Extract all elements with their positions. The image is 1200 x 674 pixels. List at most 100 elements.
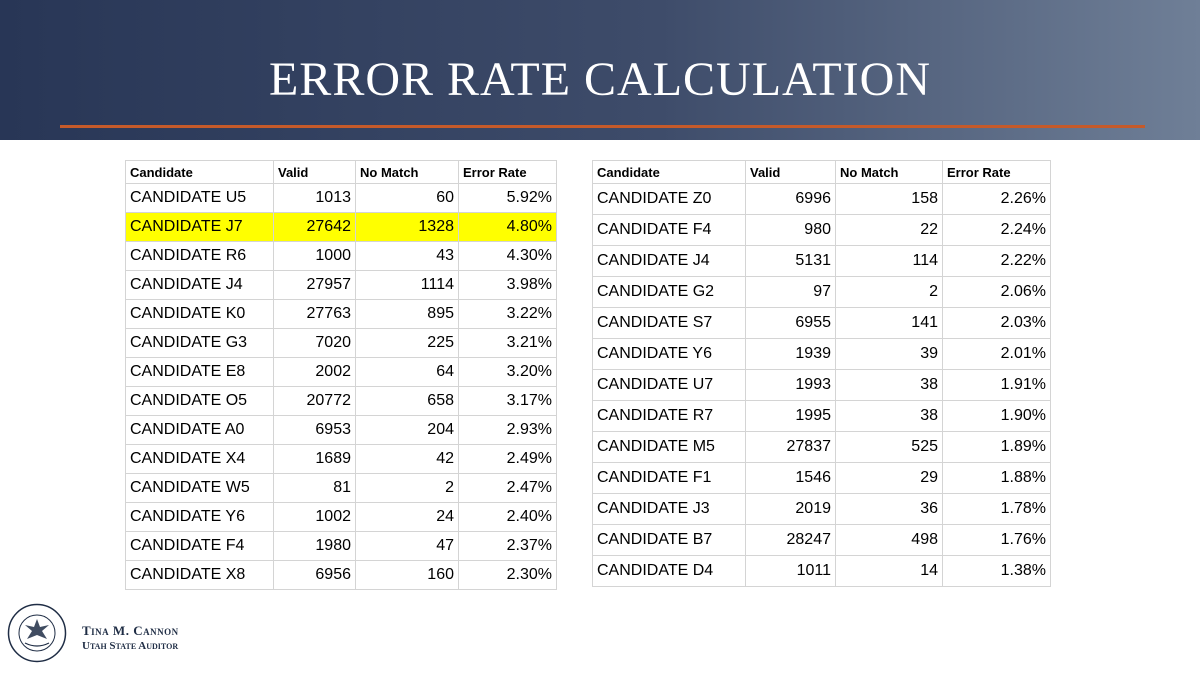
- table-row: CANDIDATE M5 27837 525 1.89%: [592, 431, 1051, 463]
- valid-cell: 7020: [273, 328, 356, 358]
- table-row: CANDIDATE W5 81 2 2.47%: [125, 473, 557, 503]
- error-rate-cell: 3.98%: [458, 270, 557, 300]
- error-rate-cell: 2.24%: [942, 214, 1051, 246]
- no-match-cell: 47: [355, 531, 459, 561]
- table-row: CANDIDATE K0 27763 895 3.22%: [125, 299, 557, 329]
- candidate-cell: CANDIDATE W5: [125, 473, 274, 503]
- valid-cell: 1000: [273, 241, 356, 271]
- auditor-name: Tina M. Cannon: [82, 623, 179, 638]
- table-row: CANDIDATE Y6 1939 39 2.01%: [592, 338, 1051, 370]
- table-row: CANDIDATE F4 1980 47 2.37%: [125, 531, 557, 561]
- error-rate-cell: 2.37%: [458, 531, 557, 561]
- table-row: CANDIDATE U5 1013 60 5.92%: [125, 183, 557, 213]
- error-rate-cell: 3.22%: [458, 299, 557, 329]
- right-error-rate-table: Candidate Valid No Match Error Rate CAND…: [592, 160, 1051, 587]
- accent-rule: [60, 125, 1145, 128]
- candidate-cell: CANDIDATE J4: [125, 270, 274, 300]
- no-match-cell: 43: [355, 241, 459, 271]
- candidate-cell: CANDIDATE G3: [125, 328, 274, 358]
- error-rate-cell: 1.91%: [942, 369, 1051, 401]
- header-valid: Valid: [745, 160, 836, 184]
- candidate-cell: CANDIDATE Y6: [592, 338, 746, 370]
- no-match-cell: 22: [835, 214, 943, 246]
- error-rate-cell: 4.30%: [458, 241, 557, 271]
- header-error-rate: Error Rate: [458, 160, 557, 184]
- no-match-cell: 225: [355, 328, 459, 358]
- no-match-cell: 1114: [355, 270, 459, 300]
- no-match-cell: 525: [835, 431, 943, 463]
- table-header-row: Candidate Valid No Match Error Rate: [125, 160, 557, 184]
- candidate-cell: CANDIDATE X8: [125, 560, 274, 590]
- table-row: CANDIDATE G3 7020 225 3.21%: [125, 328, 557, 358]
- candidate-cell: CANDIDATE J3: [592, 493, 746, 525]
- table-row: CANDIDATE A0 6953 204 2.93%: [125, 415, 557, 445]
- candidate-cell: CANDIDATE F4: [592, 214, 746, 246]
- no-match-cell: 38: [835, 400, 943, 432]
- error-rate-cell: 1.88%: [942, 462, 1051, 494]
- no-match-cell: 38: [835, 369, 943, 401]
- table-row: CANDIDATE B7 28247 498 1.76%: [592, 524, 1051, 556]
- no-match-cell: 114: [835, 245, 943, 277]
- valid-cell: 27642: [273, 212, 356, 242]
- table-row: CANDIDATE R7 1995 38 1.90%: [592, 400, 1051, 432]
- candidate-cell: CANDIDATE D4: [592, 555, 746, 587]
- valid-cell: 6953: [273, 415, 356, 445]
- valid-cell: 2019: [745, 493, 836, 525]
- valid-cell: 81: [273, 473, 356, 503]
- error-rate-cell: 5.92%: [458, 183, 557, 213]
- table-row: CANDIDATE X4 1689 42 2.49%: [125, 444, 557, 474]
- valid-cell: 1995: [745, 400, 836, 432]
- candidate-cell: CANDIDATE J4: [592, 245, 746, 277]
- no-match-cell: 1328: [355, 212, 459, 242]
- page-title: ERROR RATE CALCULATION: [268, 53, 931, 106]
- error-rate-cell: 4.80%: [458, 212, 557, 242]
- no-match-cell: 39: [835, 338, 943, 370]
- table-row: CANDIDATE G2 97 2 2.06%: [592, 276, 1051, 308]
- error-rate-cell: 2.26%: [942, 183, 1051, 215]
- candidate-cell: CANDIDATE Y6: [125, 502, 274, 532]
- valid-cell: 6956: [273, 560, 356, 590]
- valid-cell: 980: [745, 214, 836, 246]
- valid-cell: 5131: [745, 245, 836, 277]
- no-match-cell: 2: [835, 276, 943, 308]
- table-row: CANDIDATE J4 5131 114 2.22%: [592, 245, 1051, 277]
- no-match-cell: 160: [355, 560, 459, 590]
- candidate-cell: CANDIDATE Z0: [592, 183, 746, 215]
- candidate-cell: CANDIDATE E8: [125, 357, 274, 387]
- candidate-cell: CANDIDATE G2: [592, 276, 746, 308]
- valid-cell: 1002: [273, 502, 356, 532]
- no-match-cell: 204: [355, 415, 459, 445]
- error-rate-cell: 3.20%: [458, 357, 557, 387]
- error-rate-cell: 2.30%: [458, 560, 557, 590]
- error-rate-cell: 1.90%: [942, 400, 1051, 432]
- error-rate-cell: 1.38%: [942, 555, 1051, 587]
- error-rate-cell: 2.01%: [942, 338, 1051, 370]
- candidate-cell: CANDIDATE X4: [125, 444, 274, 474]
- valid-cell: 6955: [745, 307, 836, 339]
- no-match-cell: 60: [355, 183, 459, 213]
- error-rate-cell: 2.93%: [458, 415, 557, 445]
- candidate-cell: CANDIDATE J7: [125, 212, 274, 242]
- valid-cell: 27763: [273, 299, 356, 329]
- candidate-cell: CANDIDATE R7: [592, 400, 746, 432]
- valid-cell: 97: [745, 276, 836, 308]
- error-rate-cell: 1.76%: [942, 524, 1051, 556]
- valid-cell: 2002: [273, 357, 356, 387]
- no-match-cell: 2: [355, 473, 459, 503]
- candidate-cell: CANDIDATE U7: [592, 369, 746, 401]
- valid-cell: 1993: [745, 369, 836, 401]
- header-error-rate: Error Rate: [942, 160, 1051, 184]
- no-match-cell: 42: [355, 444, 459, 474]
- title-banner: [0, 0, 1200, 140]
- error-rate-cell: 3.21%: [458, 328, 557, 358]
- error-rate-cell: 2.22%: [942, 245, 1051, 277]
- error-rate-cell: 3.17%: [458, 386, 557, 416]
- valid-cell: 1939: [745, 338, 836, 370]
- candidate-cell: CANDIDATE M5: [592, 431, 746, 463]
- candidate-cell: CANDIDATE S7: [592, 307, 746, 339]
- error-rate-cell: 2.03%: [942, 307, 1051, 339]
- table-row: CANDIDATE U7 1993 38 1.91%: [592, 369, 1051, 401]
- table-row: CANDIDATE F1 1546 29 1.88%: [592, 462, 1051, 494]
- table-row: CANDIDATE E8 2002 64 3.20%: [125, 357, 557, 387]
- table-row: CANDIDATE Z0 6996 158 2.26%: [592, 183, 1051, 215]
